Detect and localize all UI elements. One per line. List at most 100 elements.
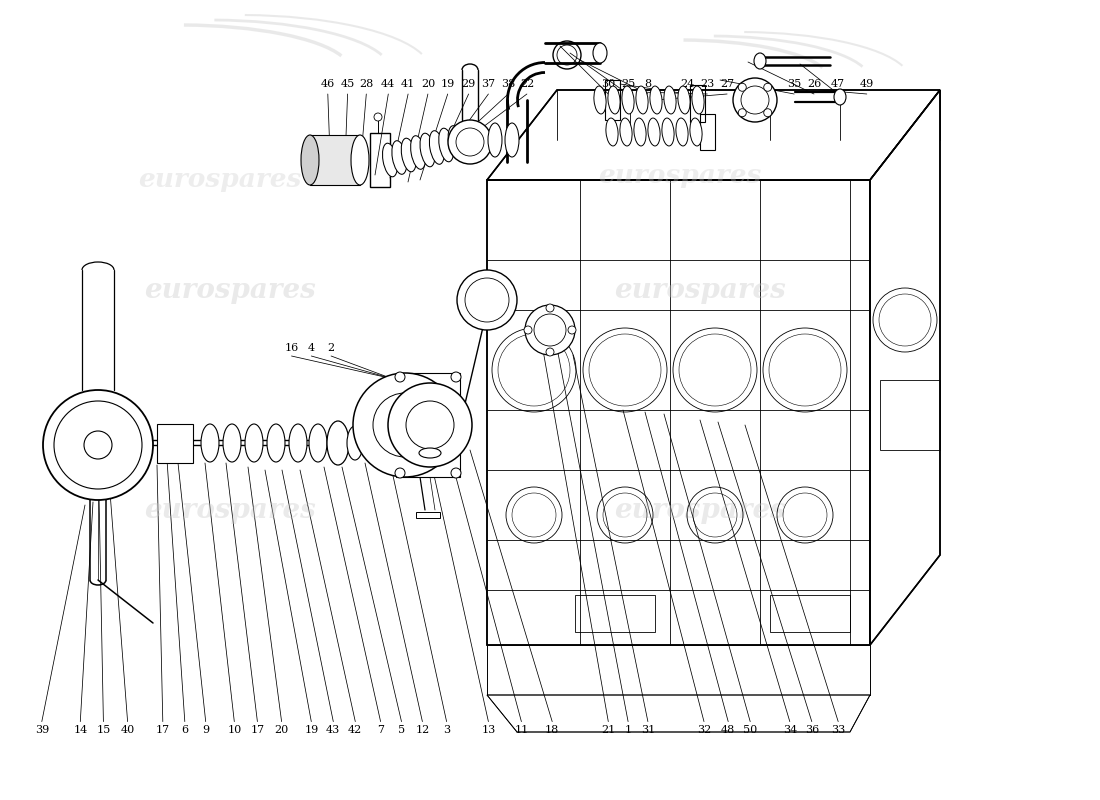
Text: 7: 7 — [377, 725, 384, 734]
Text: 48: 48 — [722, 725, 735, 734]
Text: 15: 15 — [97, 725, 110, 734]
Circle shape — [546, 304, 554, 312]
Ellipse shape — [650, 86, 662, 114]
Ellipse shape — [351, 135, 369, 185]
Ellipse shape — [692, 86, 704, 114]
Text: 19: 19 — [441, 79, 454, 89]
Text: eurospares: eurospares — [614, 497, 785, 523]
Text: 36: 36 — [805, 725, 818, 734]
Text: 30: 30 — [602, 79, 615, 89]
Text: 34: 34 — [783, 725, 796, 734]
Text: 11: 11 — [515, 725, 528, 734]
Ellipse shape — [309, 424, 327, 462]
Text: 3: 3 — [443, 725, 450, 734]
Ellipse shape — [648, 118, 660, 146]
Text: 20: 20 — [275, 725, 288, 734]
Polygon shape — [157, 424, 192, 463]
Circle shape — [738, 109, 746, 117]
Ellipse shape — [392, 141, 407, 174]
Ellipse shape — [439, 128, 453, 162]
Text: 27: 27 — [720, 79, 734, 89]
Text: eurospares: eurospares — [598, 162, 761, 187]
Ellipse shape — [289, 424, 307, 462]
Circle shape — [733, 78, 777, 122]
Circle shape — [388, 383, 472, 467]
Circle shape — [395, 372, 405, 382]
Ellipse shape — [620, 118, 632, 146]
Text: 20: 20 — [421, 79, 434, 89]
Text: 21: 21 — [602, 725, 615, 734]
Ellipse shape — [201, 424, 219, 462]
Ellipse shape — [267, 424, 285, 462]
Ellipse shape — [420, 134, 434, 166]
Circle shape — [451, 468, 461, 478]
Text: 45: 45 — [341, 79, 354, 89]
Circle shape — [374, 113, 382, 121]
Text: 42: 42 — [349, 725, 362, 734]
Text: eurospares: eurospares — [144, 277, 316, 303]
Ellipse shape — [245, 424, 263, 462]
Text: 12: 12 — [416, 725, 429, 734]
Ellipse shape — [419, 448, 441, 458]
Text: 28: 28 — [360, 79, 373, 89]
Text: 49: 49 — [860, 79, 873, 89]
Text: 29: 29 — [462, 79, 475, 89]
Text: 14: 14 — [74, 725, 87, 734]
Ellipse shape — [383, 143, 397, 177]
Text: eurospares: eurospares — [139, 167, 301, 193]
Ellipse shape — [327, 421, 349, 465]
Text: 46: 46 — [321, 79, 334, 89]
Text: 50: 50 — [744, 725, 757, 734]
Text: 43: 43 — [327, 725, 340, 734]
Ellipse shape — [223, 424, 241, 462]
Polygon shape — [310, 135, 360, 185]
Circle shape — [524, 326, 532, 334]
Circle shape — [568, 326, 576, 334]
Text: 23: 23 — [701, 79, 714, 89]
Ellipse shape — [636, 86, 648, 114]
Circle shape — [395, 468, 405, 478]
Text: 39: 39 — [35, 725, 48, 734]
Text: 17: 17 — [251, 725, 264, 734]
Text: 13: 13 — [482, 725, 495, 734]
Ellipse shape — [634, 118, 646, 146]
Text: 6: 6 — [182, 725, 188, 734]
Ellipse shape — [690, 118, 702, 146]
Circle shape — [525, 305, 575, 355]
Ellipse shape — [402, 138, 416, 172]
Text: 16: 16 — [285, 343, 298, 353]
Text: 38: 38 — [502, 79, 515, 89]
Ellipse shape — [593, 43, 607, 63]
Text: 10: 10 — [228, 725, 241, 734]
Ellipse shape — [754, 53, 766, 69]
Ellipse shape — [448, 126, 463, 159]
Text: 25: 25 — [621, 79, 635, 89]
Text: eurospares: eurospares — [614, 277, 785, 303]
Text: eurospares: eurospares — [144, 497, 316, 523]
Text: 17: 17 — [156, 725, 169, 734]
Ellipse shape — [664, 86, 676, 114]
Text: 31: 31 — [641, 725, 654, 734]
Text: 2: 2 — [328, 343, 334, 353]
Text: 8: 8 — [645, 79, 651, 89]
Text: 26: 26 — [807, 79, 821, 89]
Ellipse shape — [505, 123, 519, 157]
Text: 41: 41 — [402, 79, 415, 89]
Ellipse shape — [834, 89, 846, 105]
Ellipse shape — [429, 130, 444, 164]
Text: 47: 47 — [832, 79, 845, 89]
Polygon shape — [487, 695, 870, 732]
Ellipse shape — [301, 135, 319, 185]
Circle shape — [763, 83, 772, 91]
Text: 4: 4 — [308, 343, 315, 353]
Ellipse shape — [346, 426, 363, 460]
Polygon shape — [416, 512, 440, 518]
Ellipse shape — [608, 86, 620, 114]
Text: 18: 18 — [546, 725, 559, 734]
Ellipse shape — [594, 86, 606, 114]
Text: 32: 32 — [697, 725, 711, 734]
Polygon shape — [396, 373, 460, 477]
Ellipse shape — [678, 86, 690, 114]
Circle shape — [451, 372, 461, 382]
Text: 19: 19 — [305, 725, 318, 734]
